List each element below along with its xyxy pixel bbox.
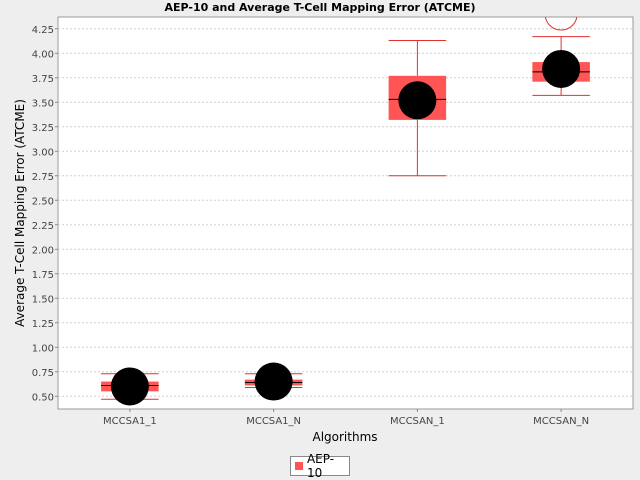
legend-label: AEP-10 (306, 452, 335, 480)
y-tick-label: 2.50 (32, 196, 54, 207)
x-axis-label: Algorithms (312, 430, 377, 444)
chart-title: AEP-10 and Average T-Cell Mapping Error … (164, 1, 476, 14)
mean-marker (254, 362, 293, 401)
y-tick-label: 2.00 (32, 245, 54, 256)
legend-swatch (295, 462, 303, 470)
outlier-marker (544, 17, 578, 31)
box-series (101, 17, 590, 406)
box-mccsa1-1 (101, 367, 159, 406)
y-tick-label: 4.00 (32, 49, 54, 60)
mean-marker (398, 81, 437, 120)
y-axis: 0.50 0.75 1.00 1.25 1.50 1.75 2.00 2.25 2.50 2.75… (32, 25, 58, 403)
x-tick-label: MCCSA1_1 (103, 416, 157, 427)
box-mccsan-n (532, 17, 590, 96)
y-tick-label: 3.25 (32, 123, 54, 134)
y-tick-label: 3.50 (32, 98, 54, 109)
y-tick-label: 2.75 (32, 172, 54, 183)
y-tick-label: 3.75 (32, 74, 54, 85)
box-mccsan-1 (388, 40, 447, 177)
y-tick-label: 0.50 (32, 392, 54, 403)
y-axis-label: Average T-Cell Mapping Error (ATCME) (13, 99, 27, 327)
y-tick-label: 2.25 (32, 221, 54, 232)
box-mccsa1-n (244, 362, 303, 401)
y-tick-label: 1.25 (32, 319, 54, 330)
y-tick-label: 0.75 (32, 368, 54, 379)
mean-marker (110, 367, 149, 406)
x-tick-label: MCCSA1_N (246, 416, 301, 427)
y-tick-label: 3.00 (32, 147, 54, 158)
y-tick-label: 4.25 (32, 25, 54, 36)
x-tick-label: MCCSAN_N (533, 416, 589, 427)
x-tick-label: MCCSAN_1 (390, 416, 445, 427)
legend: AEP-10 (290, 452, 350, 480)
y-tick-label: 1.00 (32, 343, 54, 354)
plot-area (57, 16, 634, 410)
mean-marker (542, 49, 581, 88)
y-tick-label: 1.75 (32, 270, 54, 281)
y-tick-label: 1.50 (32, 294, 54, 305)
x-axis: MCCSA1_1 MCCSA1_N MCCSAN_1 MCCSAN_N (103, 409, 589, 427)
